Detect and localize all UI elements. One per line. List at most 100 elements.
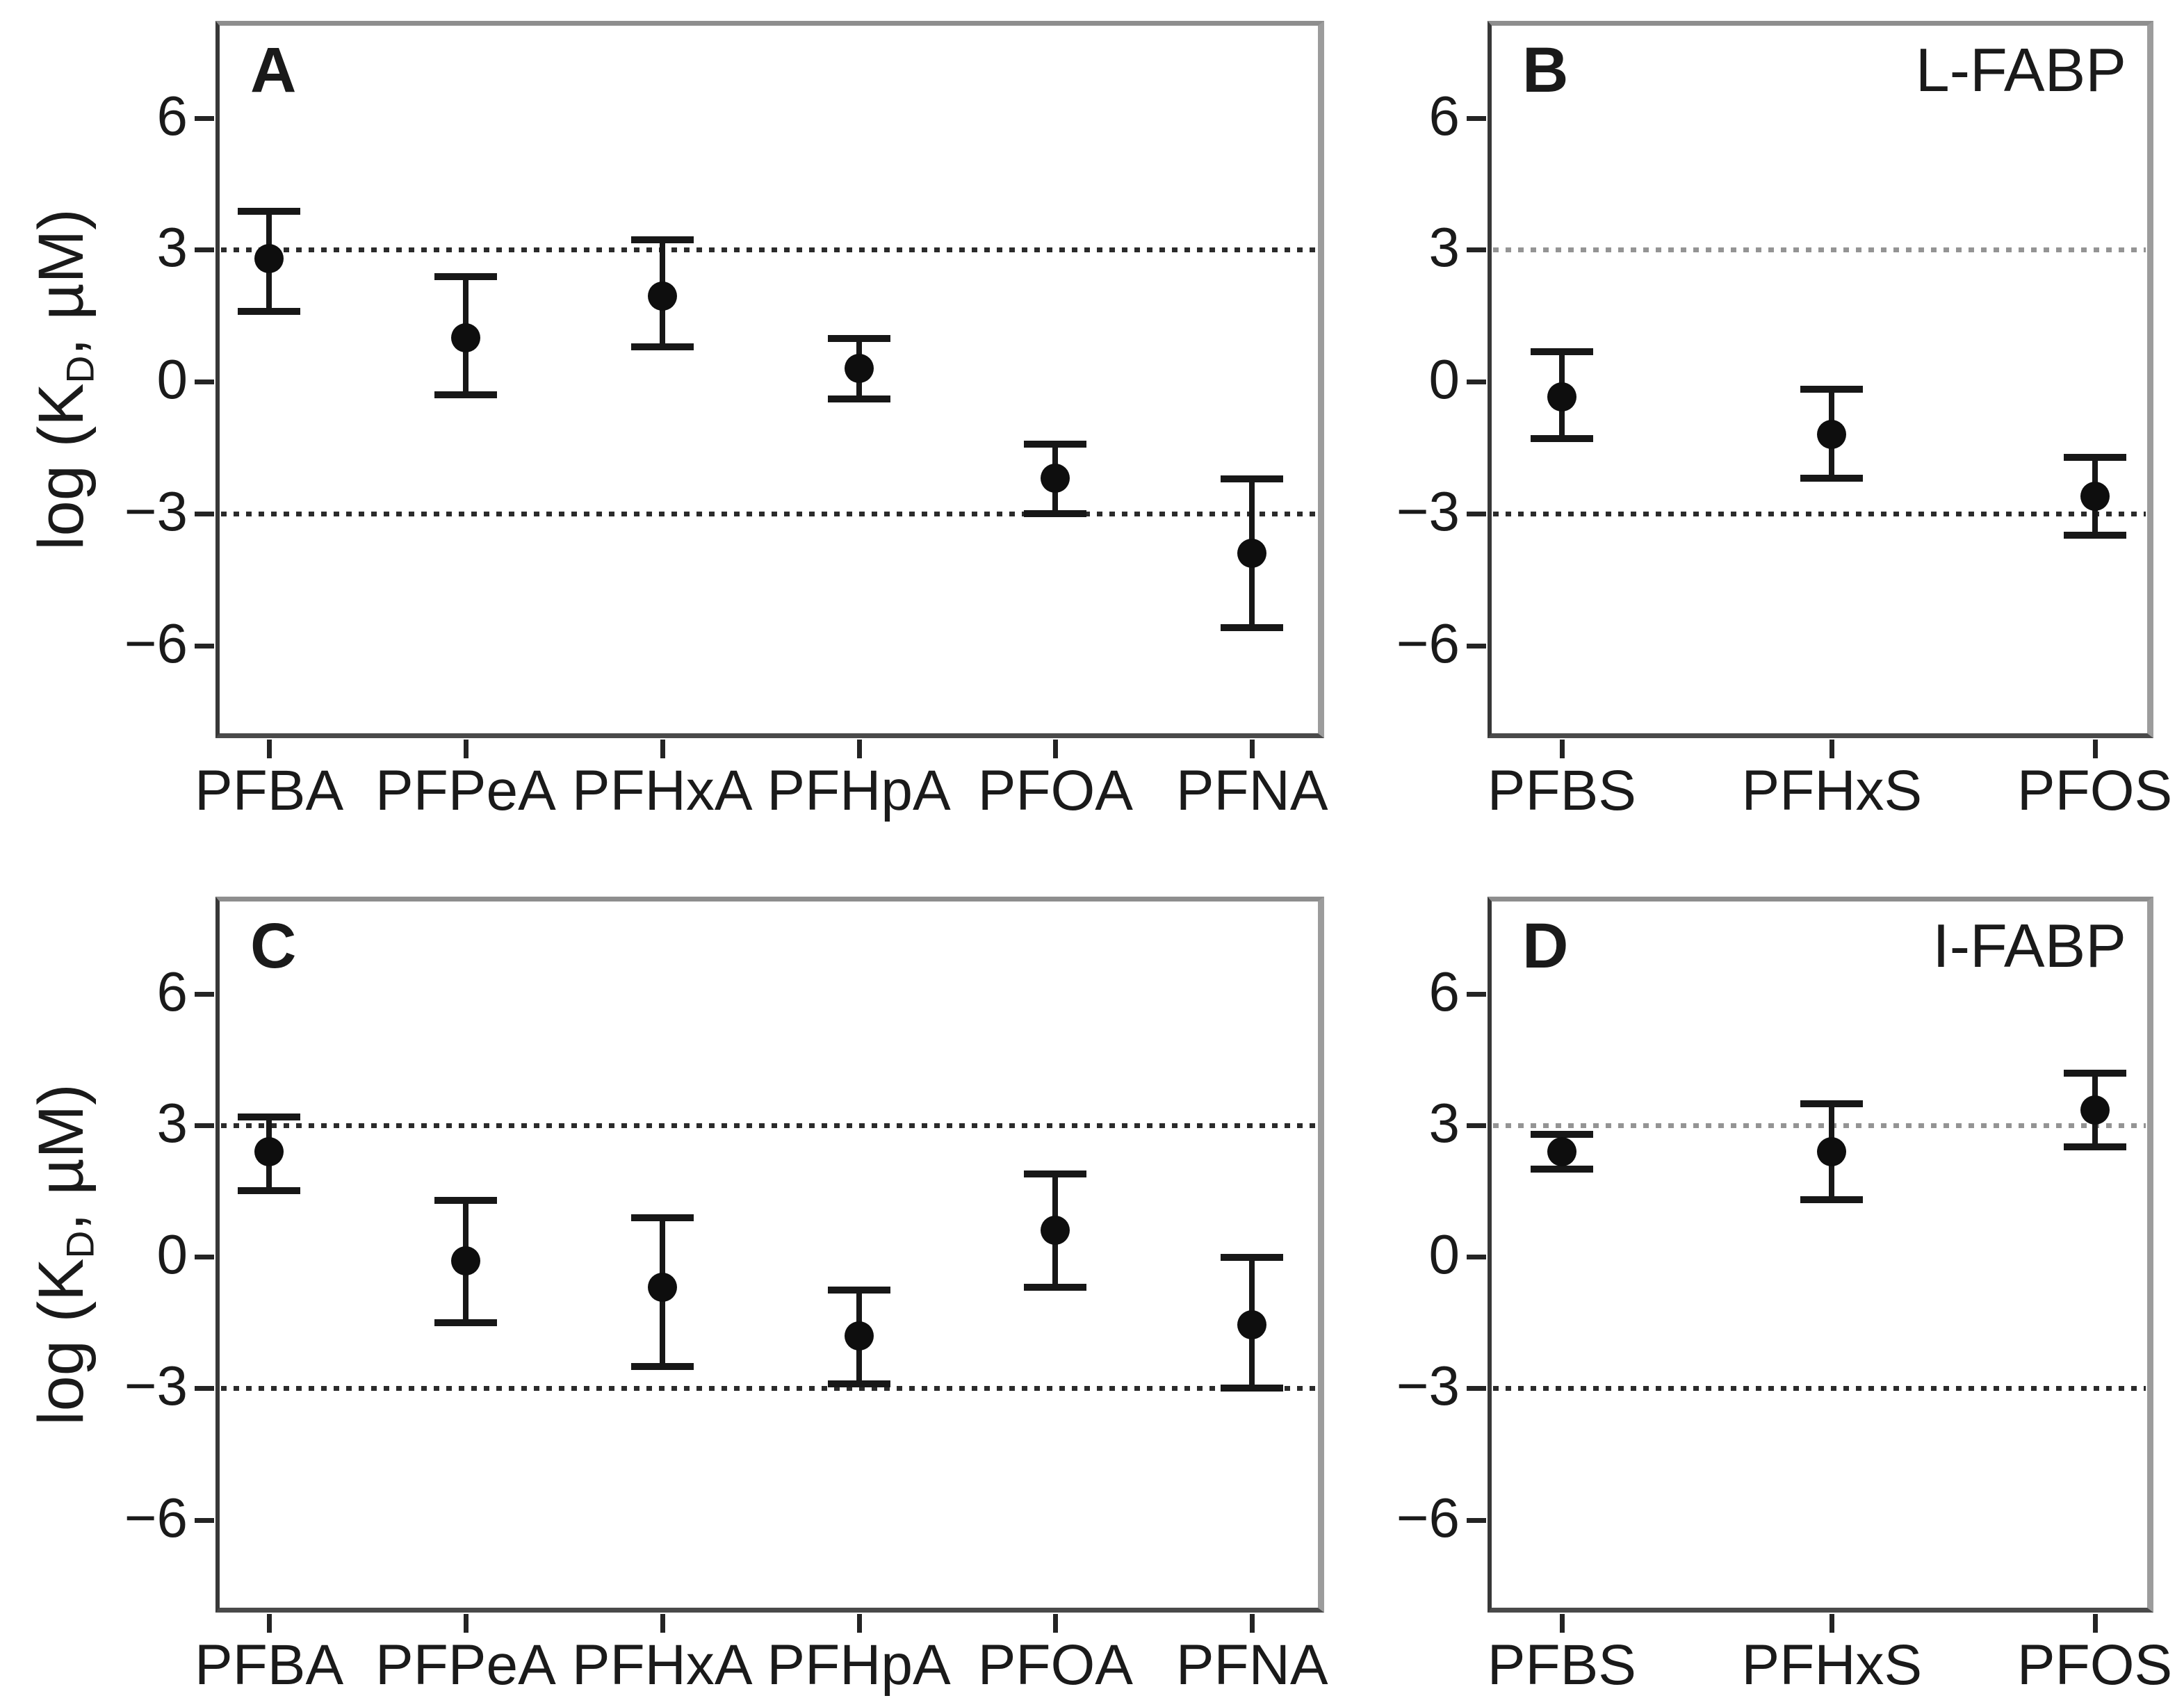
y-axis-title-subscript: D — [58, 1230, 102, 1259]
error-bar-cap-top — [2063, 453, 2126, 461]
data-point-pfos — [2080, 481, 2110, 511]
y-axis-tick — [1467, 511, 1486, 516]
x-axis-tick — [1829, 740, 1835, 758]
x-category-label: PFOS — [2016, 759, 2173, 822]
data-point-pfhxs — [1817, 420, 1847, 450]
y-tick-label: 0 — [156, 1223, 188, 1285]
x-category-label: PFHpA — [767, 759, 951, 822]
error-bar-cap-bottom — [827, 395, 890, 403]
error-bar-cap-bottom — [238, 1187, 301, 1195]
y-tick-label: −6 — [1396, 612, 1460, 674]
data-point-pfna — [1237, 1310, 1267, 1339]
y-axis-tick — [195, 1255, 214, 1260]
y-tick-label: 6 — [1428, 960, 1460, 1022]
error-bar-cap-bottom — [2063, 1143, 2126, 1151]
x-axis-tick — [463, 1614, 468, 1633]
x-axis-tick — [1053, 1614, 1059, 1633]
y-tick-label: 0 — [1428, 1223, 1460, 1285]
y-axis-tick — [1467, 991, 1486, 997]
error-bar-cap-top — [1800, 1100, 1864, 1108]
x-axis-tick — [1053, 740, 1059, 758]
x-category-label: PFBS — [1487, 759, 1636, 822]
reference-line-minus3 — [1493, 1386, 2146, 1392]
error-bar-cap-bottom — [1221, 624, 1284, 632]
data-point-pfoa — [1041, 464, 1070, 493]
error-bar-cap-top — [1221, 475, 1284, 483]
error-bar-cap-bottom — [827, 1380, 890, 1388]
reference-line-minus3 — [221, 511, 1317, 516]
error-bar-cap-top — [2063, 1070, 2126, 1077]
y-axis-tick — [1467, 1255, 1486, 1260]
y-axis-tick — [195, 1386, 214, 1392]
y-axis-title-bottom: log (KD, µM) — [26, 1084, 101, 1426]
y-tick-label: 0 — [156, 348, 188, 410]
y-axis-tick — [1467, 1517, 1486, 1523]
x-axis-tick — [1250, 740, 1255, 758]
x-category-label: PFNA — [1175, 759, 1328, 822]
error-bar-cap-top — [827, 1287, 890, 1294]
data-point-pfna — [1237, 538, 1267, 568]
error-bar-cap-top — [434, 1197, 497, 1205]
y-axis-title-suffix: , µM) — [26, 209, 97, 356]
data-point-pfhxa — [647, 1273, 677, 1303]
data-point-pfpea — [450, 323, 480, 352]
y-tick-label: −3 — [1396, 1355, 1460, 1417]
data-point-pfhxs — [1817, 1136, 1847, 1166]
x-axis-tick — [1559, 740, 1565, 758]
y-axis-tick — [195, 247, 214, 253]
reference-line-plus3 — [221, 1123, 1317, 1128]
panel-letter-b: B — [1522, 35, 1570, 106]
y-axis-title-suffix: , µM) — [26, 1084, 97, 1231]
data-point-pfoa — [1041, 1216, 1070, 1246]
x-axis-tick — [1250, 1614, 1255, 1633]
y-axis-tick — [195, 643, 214, 648]
error-bar-cap-top — [1221, 1254, 1284, 1262]
y-tick-label: 6 — [1428, 84, 1460, 147]
reference-line-minus3 — [1493, 511, 2146, 516]
y-axis-tick — [1467, 115, 1486, 121]
error-bar-cap-top — [1530, 348, 1593, 355]
error-bar-cap-top — [630, 1214, 694, 1222]
error-bar-cap-top — [434, 273, 497, 281]
error-bar-cap-top — [238, 1113, 301, 1121]
x-axis-tick — [856, 1614, 862, 1633]
reference-line-minus3 — [221, 1386, 1317, 1392]
x-category-label: PFHpA — [767, 1633, 951, 1697]
error-bar-cap-bottom — [1530, 1165, 1593, 1173]
x-category-label: PFBA — [195, 1633, 344, 1697]
x-category-label: PFHxA — [571, 1633, 753, 1697]
x-axis-tick — [1559, 1614, 1565, 1633]
y-tick-label: 6 — [156, 960, 188, 1022]
data-point-pfbs — [1547, 382, 1576, 412]
y-axis-tick — [195, 1123, 214, 1128]
y-tick-label: 3 — [1428, 216, 1460, 279]
error-bar-cap-bottom — [630, 1362, 694, 1370]
x-category-label: PFHxA — [571, 759, 753, 822]
data-point-pfba — [254, 1136, 284, 1166]
data-point-pfbs — [1547, 1136, 1576, 1166]
reference-line-plus3 — [1493, 247, 2146, 253]
error-bar-cap-bottom — [1024, 1284, 1087, 1291]
error-bar-cap-bottom — [434, 391, 497, 399]
y-axis-tick — [1467, 643, 1486, 648]
y-axis-tick — [1467, 1123, 1486, 1128]
plot-panel-c: C 6 3 0 −3 −6 PFBA PFPeA PFHxA PFHpA PFOA PFNA — [124, 897, 1328, 1694]
error-bar-cap-top — [238, 207, 301, 215]
x-axis-tick — [2092, 1614, 2098, 1633]
x-axis-tick — [660, 1614, 665, 1633]
error-bar-cap-bottom — [1530, 435, 1593, 443]
panel-letter-d: D — [1522, 911, 1570, 981]
x-axis-tick — [2092, 740, 2098, 758]
y-tick-label: −3 — [1396, 480, 1460, 542]
error-bar-cap-bottom — [238, 307, 301, 315]
y-tick-label: 6 — [156, 84, 188, 147]
y-tick-label: 3 — [1428, 1091, 1460, 1154]
y-axis-tick — [1467, 1386, 1486, 1392]
error-bar-cap-top — [827, 334, 890, 342]
y-tick-label: −3 — [124, 1355, 188, 1417]
x-axis-tick — [267, 740, 272, 758]
x-category-label: PFHxS — [1741, 759, 1923, 822]
x-category-label: PFOA — [977, 1633, 1134, 1697]
x-category-label: PFPeA — [375, 1633, 556, 1697]
data-point-pfpea — [450, 1246, 480, 1276]
